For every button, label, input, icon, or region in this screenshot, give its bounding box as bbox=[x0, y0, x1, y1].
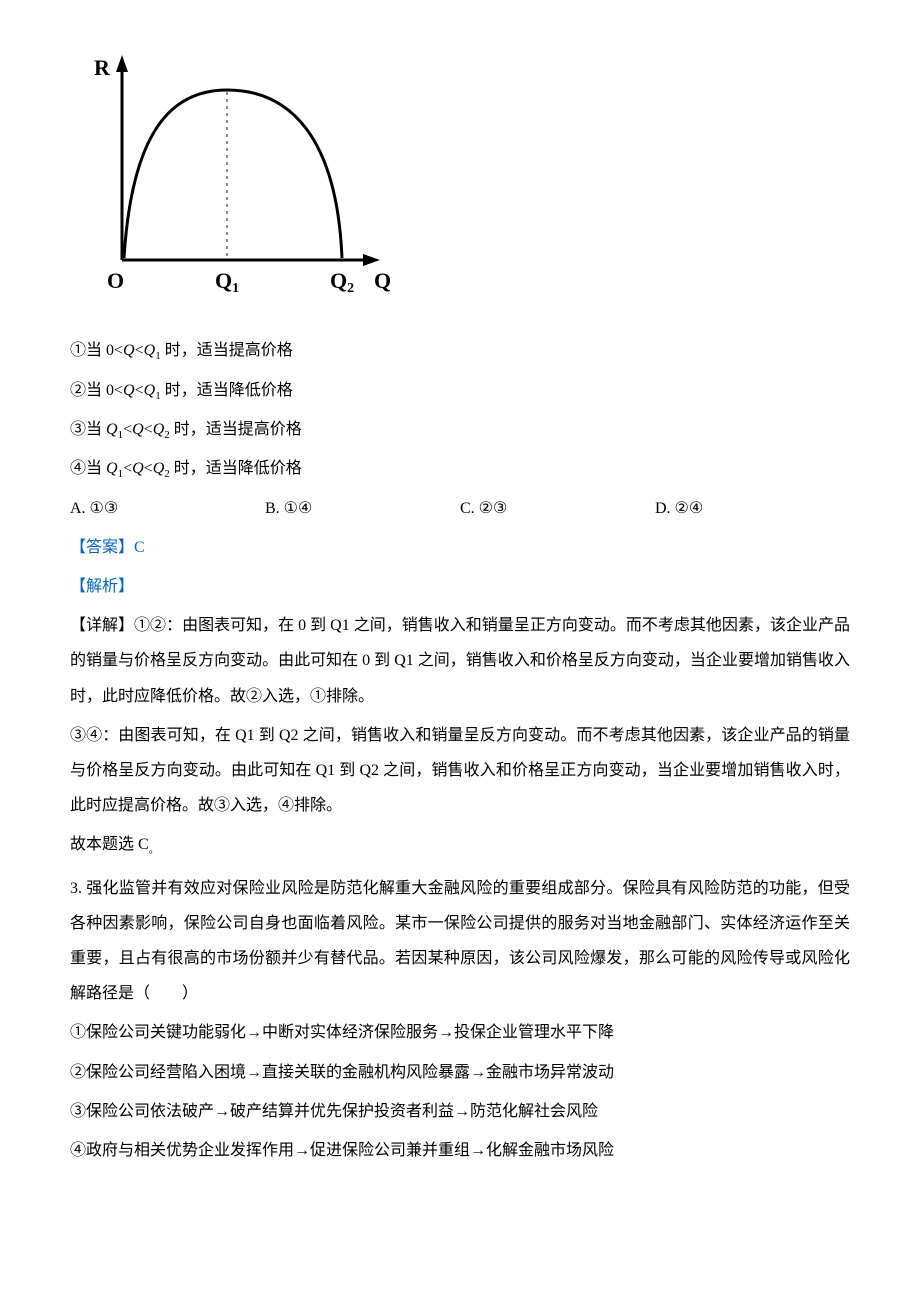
svg-text:Q1: Q1 bbox=[215, 268, 239, 296]
svg-text:Q: Q bbox=[374, 268, 391, 293]
option-b: B. ①④ bbox=[265, 491, 460, 526]
option-a: A. ①③ bbox=[70, 491, 265, 526]
explanation-2: ③④：由图表可知，在 Q1 到 Q2 之间，销售收入和销量呈反方向变动。而不考虑… bbox=[70, 718, 850, 824]
svg-text:Q2: Q2 bbox=[330, 268, 354, 296]
options-row: A. ①③ B. ①④ C. ②③ D. ②④ bbox=[70, 491, 850, 526]
svg-text:O: O bbox=[107, 268, 124, 293]
question-3: 3. 强化监管并有效应对保险业风险是防范化解重大金融风险的重要组成部分。保险具有… bbox=[70, 871, 850, 1012]
explanation-1: 【详解】①②：由图表可知，在 0 到 Q1 之间，销售收入和销量呈正方向变动。而… bbox=[70, 608, 850, 714]
conclusion: 故本题选 C。 bbox=[70, 827, 850, 862]
statement-2: ②当 0<Q<Q1 时，适当降低价格 bbox=[70, 373, 850, 408]
statement-1: ①当 0<Q<Q1 时，适当提高价格 bbox=[70, 333, 850, 368]
option-d: D. ②④ bbox=[655, 491, 850, 526]
q3-option-3: ③保险公司依法破产→破产结算并优先保护投资者利益→防范化解社会风险 bbox=[70, 1094, 850, 1129]
q3-option-2: ②保险公司经营陷入困境→直接关联的金融机构风险暴露→金融市场异常波动 bbox=[70, 1055, 850, 1090]
statement-4: ④当 Q1<Q<Q2 时，适当降低价格 bbox=[70, 451, 850, 486]
q3-option-1: ①保险公司关键功能弱化→中断对实体经济保险服务→投保企业管理水平下降 bbox=[70, 1015, 850, 1050]
option-c: C. ②③ bbox=[460, 491, 655, 526]
svg-text:R: R bbox=[94, 55, 111, 80]
q3-option-4: ④政府与相关优势企业发挥作用→促进保险公司兼并重组→化解金融市场风险 bbox=[70, 1133, 850, 1168]
statement-3: ③当 Q1<Q<Q2 时，适当提高价格 bbox=[70, 412, 850, 447]
analysis-label: 【解析】 bbox=[70, 569, 850, 604]
chart-svg: R O Q1 Q2 Q bbox=[82, 50, 392, 310]
revenue-chart: R O Q1 Q2 Q bbox=[82, 50, 850, 323]
answer-line: 【答案】C bbox=[70, 530, 850, 565]
